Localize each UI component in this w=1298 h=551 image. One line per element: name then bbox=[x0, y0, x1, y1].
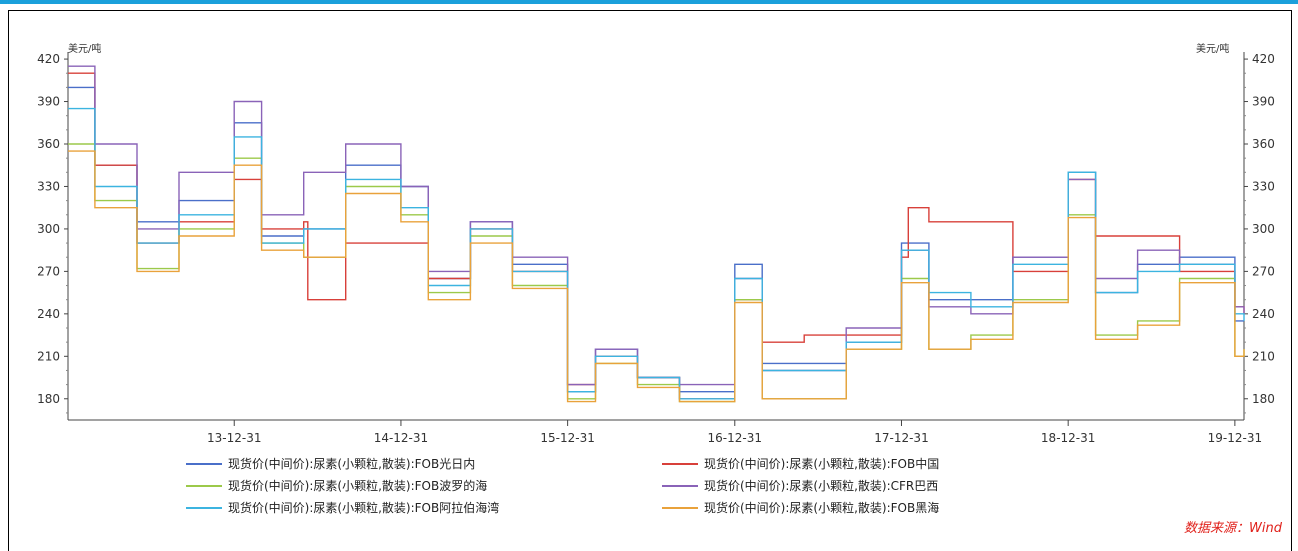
legend: 现货价(中间价):尿素(小颗粒,散装):FOB光日内 现货价(中间价):尿素(小颗… bbox=[186, 456, 939, 515]
x-tick-label: 14-12-31 bbox=[374, 431, 428, 445]
y-tick-label-left: 180 bbox=[37, 392, 60, 406]
legend-label: 现货价(中间价):尿素(小颗粒,散装):FOB阿拉伯海湾 bbox=[228, 500, 499, 515]
x-tick-label: 17-12-31 bbox=[874, 431, 928, 445]
y-tick-label-right: 300 bbox=[1252, 222, 1275, 236]
y-tick-label-right: 240 bbox=[1252, 307, 1275, 321]
y-tick-label-left: 420 bbox=[37, 52, 60, 66]
legend-entry-4: 现货价(中间价):尿素(小颗粒,散装):CFR巴西 bbox=[662, 478, 938, 493]
y-tick-label-right: 180 bbox=[1252, 392, 1275, 406]
y-tick-label-left: 360 bbox=[37, 137, 60, 151]
legend-entry-3: 现货价(中间价):尿素(小颗粒,散装):FOB波罗的海 bbox=[186, 478, 487, 493]
y-tick-label-right: 210 bbox=[1252, 349, 1275, 363]
legend-label: 现货价(中间价):尿素(小颗粒,散装):CFR巴西 bbox=[704, 478, 938, 493]
urea-price-chart: 180 180 210 210 240 240 270 270 300 300 330 330 360 3… bbox=[37, 42, 1283, 535]
y-tick-label-right: 270 bbox=[1252, 264, 1275, 278]
right-y-unit-label: 美元/吨 bbox=[1196, 42, 1229, 55]
series-line-6 bbox=[68, 150, 1245, 403]
legend-label: 现货价(中间价):尿素(小颗粒,散装):FOB光日内 bbox=[228, 456, 475, 471]
x-tick-label: 15-12-31 bbox=[540, 431, 594, 445]
legend-label: 现货价(中间价):尿素(小颗粒,散装):FOB中国 bbox=[704, 456, 939, 471]
y-tick-label-right: 420 bbox=[1252, 52, 1275, 66]
data-source-note: 数据来源：Wind bbox=[1184, 521, 1283, 535]
x-tick-label: 19-12-31 bbox=[1208, 431, 1262, 445]
axes-layer: 180 180 210 210 240 240 270 270 300 300 330 330 360 3… bbox=[37, 52, 1275, 445]
legend-entry-2: 现货价(中间价):尿素(小颗粒,散装):FOB中国 bbox=[662, 456, 939, 471]
left-y-unit-label: 美元/吨 bbox=[68, 42, 101, 55]
legend-label: 现货价(中间价):尿素(小颗粒,散装):FOB波罗的海 bbox=[228, 478, 487, 493]
legend-entry-1: 现货价(中间价):尿素(小颗粒,散装):FOB光日内 bbox=[186, 456, 475, 471]
y-tick-label-left: 270 bbox=[37, 264, 60, 278]
legend-entry-5: 现货价(中间价):尿素(小颗粒,散装):FOB阿拉伯海湾 bbox=[186, 500, 499, 515]
legend-label: 现货价(中间价):尿素(小颗粒,散装):FOB黑海 bbox=[704, 500, 939, 515]
y-tick-label-right: 330 bbox=[1252, 179, 1275, 193]
y-tick-label-right: 390 bbox=[1252, 95, 1275, 109]
y-tick-label-right: 360 bbox=[1252, 137, 1275, 151]
top-accent-rule bbox=[0, 0, 1298, 4]
y-tick-label-left: 300 bbox=[37, 222, 60, 236]
x-tick-label: 13-12-31 bbox=[207, 431, 261, 445]
x-tick-label: 16-12-31 bbox=[708, 431, 762, 445]
y-tick-label-left: 210 bbox=[37, 349, 60, 363]
y-tick-label-left: 240 bbox=[37, 307, 60, 321]
x-tick-label: 18-12-31 bbox=[1041, 431, 1095, 445]
series-lines-layer bbox=[68, 65, 1245, 403]
legend-entry-6: 现货价(中间价):尿素(小颗粒,散装):FOB黑海 bbox=[662, 500, 939, 515]
y-tick-label-left: 390 bbox=[37, 95, 60, 109]
chart-frame bbox=[8, 10, 1292, 551]
y-tick-label-left: 330 bbox=[37, 179, 60, 193]
